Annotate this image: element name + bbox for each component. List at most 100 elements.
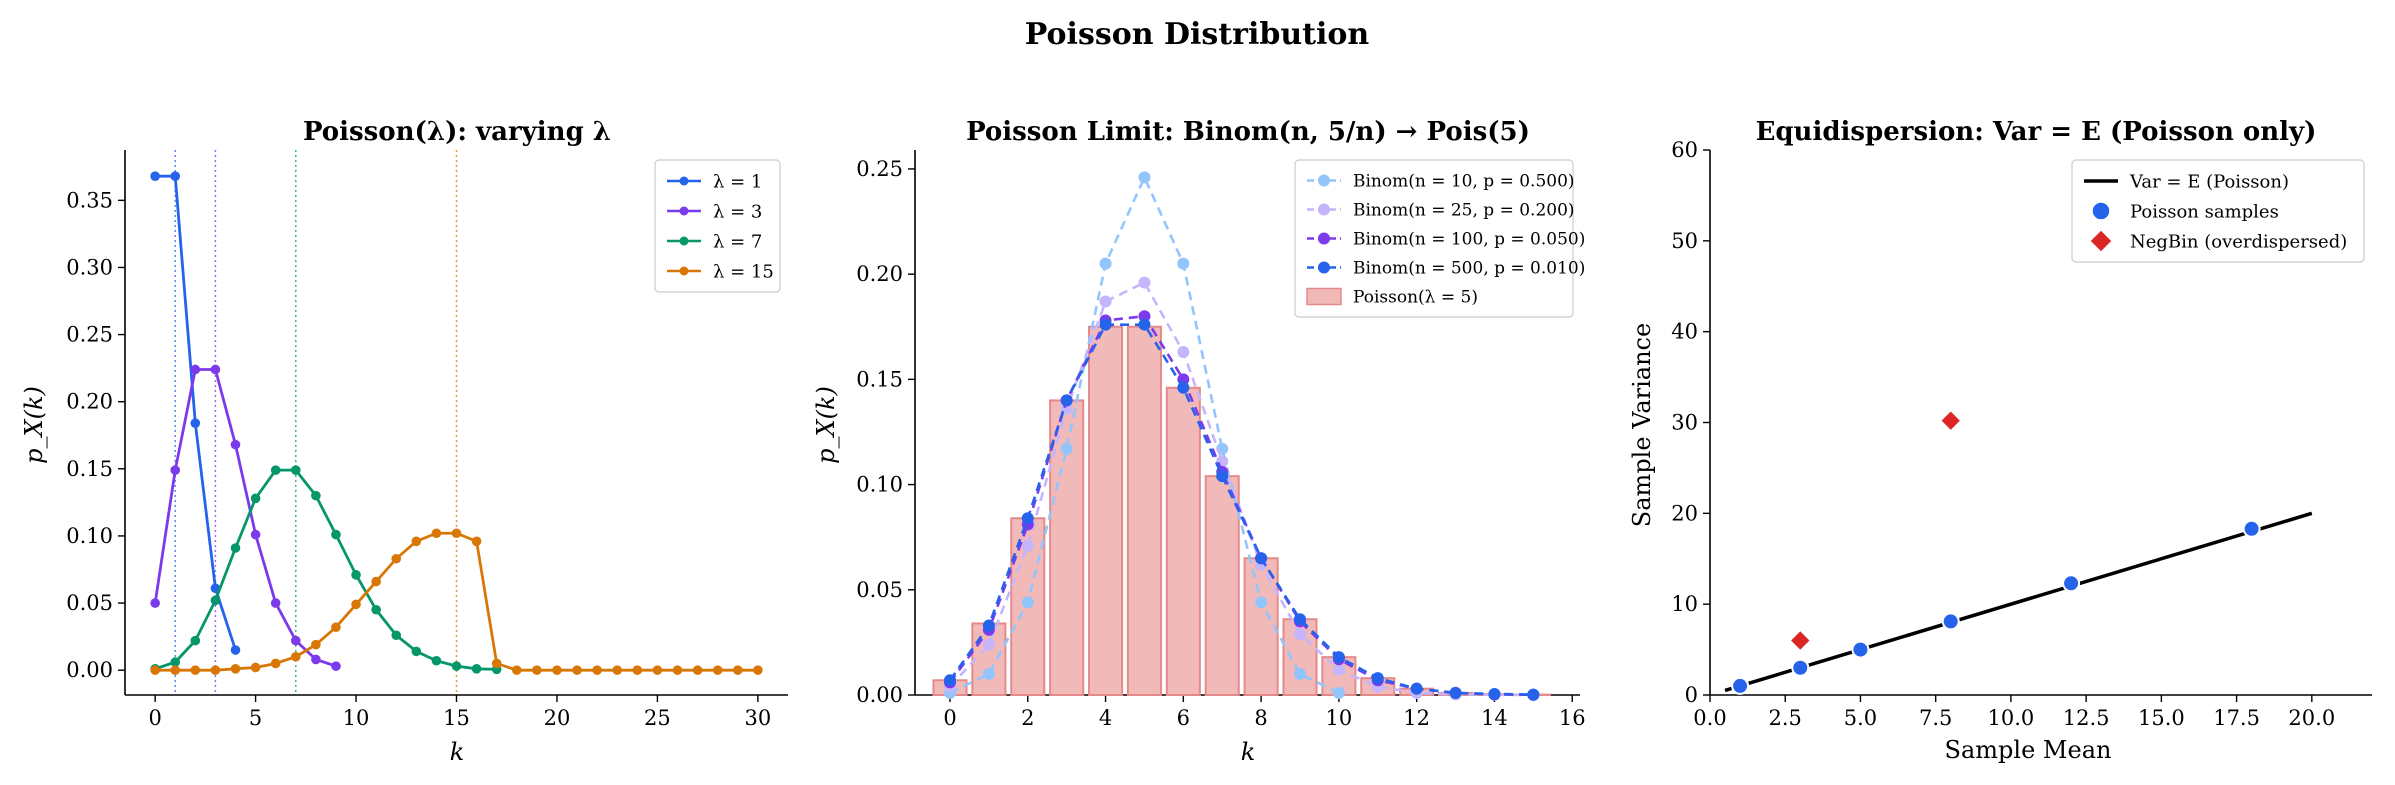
panel1-y-tick-label: 0.00 <box>66 658 113 682</box>
panel1-series-0-point <box>230 645 241 655</box>
panel2-binom-series-0-point <box>1021 596 1034 609</box>
panel1-series-1-point <box>270 598 281 608</box>
panel2-legend-marker-handle <box>1318 261 1330 274</box>
panel1-series-2-point <box>170 657 181 667</box>
panel1-y-tick-label: 0.10 <box>66 524 113 548</box>
panel2-binom-series-0-point <box>1255 596 1268 609</box>
panel1-series-2-point <box>351 570 361 580</box>
panel1-y-tick-label: 0.35 <box>66 188 113 212</box>
panel2-legend-label: Binom(n = 10, p = 0.500) <box>1353 172 1575 192</box>
panel1-series-3-point <box>612 665 623 675</box>
panel2-binom-series-0-point <box>982 667 995 680</box>
panel1-series-1-point <box>190 364 201 375</box>
panel1-series-2-point <box>431 655 442 666</box>
panel1-legend-marker-handle <box>679 266 689 276</box>
panel-equidispersion: Equidispersion: Var = E (Poisson only) 0… <box>1628 117 2372 764</box>
panel3-poisson-sample-point <box>2242 519 2261 538</box>
panel2-binom-series-0-point <box>1177 257 1190 270</box>
panel1-series-1-point <box>290 635 301 646</box>
panel1-series-3-point <box>331 622 341 633</box>
panel1-legend-label: λ = 7 <box>713 231 762 252</box>
panel1-series-2-point <box>190 635 201 646</box>
panel1-series-3-point <box>351 599 361 610</box>
panel1-series-3-point <box>672 665 683 675</box>
panel3-y-tick-label: 60 <box>1671 138 1698 162</box>
panel1-series-1-line <box>153 368 337 668</box>
panel3-poisson-sample-point <box>2062 574 2081 593</box>
panel1-series-3-point <box>290 651 301 662</box>
panel2-binom-series-1-point <box>1099 295 1112 308</box>
panel1-y-tick-label: 0.15 <box>66 457 113 481</box>
panel2-binom-series-0-line <box>949 176 1340 695</box>
panel2-binom-series-3-point <box>944 674 956 687</box>
panel2-legend-frame <box>1294 159 1574 318</box>
panel1-series-3-point <box>532 665 542 675</box>
panel2-binom-series-2-point <box>1138 310 1151 323</box>
panel1-legend-marker-handle <box>679 236 689 246</box>
panel1-legend-label: λ = 1 <box>713 171 762 192</box>
panel2-binom-series-1-line <box>949 281 1534 697</box>
panel1-series-2-point <box>250 493 261 504</box>
panel1-x-tick-label: 20 <box>544 706 571 730</box>
panel2-poisson-bar <box>1088 325 1124 696</box>
panel3-xlabel: Sample Mean <box>1945 736 2112 764</box>
panel2-binom-series-0-point <box>1099 257 1112 270</box>
panel2-legend-label: Binom(n = 500, p = 0.010) <box>1353 259 1585 279</box>
panel3-x-tick-label: 5.0 <box>1844 706 1877 730</box>
panel1-xlabel: k <box>450 738 465 766</box>
panel3-negbin-point <box>1939 409 1962 432</box>
panel-poisson-varying-lambda: Poisson(λ): varying λ 0 5 10 15 20 25 30 0.00 0.… <box>20 117 788 766</box>
panel1-legend-label: λ = 15 <box>713 261 774 282</box>
panel1-y-tick-label: 0.25 <box>66 323 113 347</box>
panel3-legend-circle-handle <box>2091 201 2111 221</box>
panel1-legend-marker-handle <box>679 176 689 186</box>
panel1-series-1-point <box>210 364 221 375</box>
panel1-series-2-point <box>371 604 381 615</box>
panel1-series-3-point <box>391 553 402 564</box>
panel3-negbin-point <box>1789 629 1812 652</box>
panel2-legend: Binom(n = 10, p = 0.500) Binom(n = 25, p … <box>1294 159 1585 318</box>
panel1-series-0-point <box>190 418 201 428</box>
panel3-x-tick-label: 20.0 <box>2288 706 2335 730</box>
panel1-series-2-point <box>451 661 462 671</box>
panel2-poisson-bar <box>1165 386 1201 696</box>
panel2-legend-marker-handle <box>1318 232 1330 245</box>
panel1-series-3-point <box>491 658 502 669</box>
panel3-legend-label: Var = E (Poisson) <box>2129 171 2289 192</box>
panel3-x-tick-label: 10.0 <box>1988 706 2035 730</box>
panel1-y-tick-label: 0.05 <box>66 591 113 615</box>
panel2-legend-patch-handle <box>1306 287 1342 306</box>
panel2-x-tick-label: 6 <box>1177 706 1190 730</box>
panel2-binom-series-1-point <box>1294 627 1306 640</box>
panel2-binom-series-3-point <box>1060 394 1073 407</box>
panel2-x-tick-label: 4 <box>1099 706 1112 730</box>
panel1-series-2-point <box>331 529 341 540</box>
panel1-series-3-point <box>311 639 321 650</box>
panel1-series-1-point <box>150 598 160 608</box>
panel3-x-tick-label: 17.5 <box>2213 706 2260 730</box>
panel2-binom-series-1-point <box>1332 663 1345 676</box>
panel2-plot-area: 0 2 4 6 8 10 12 14 16 0.00 0.05 0.10 0.15 0.20 0.25 <box>856 150 1586 730</box>
panel2-poisson-bar <box>1126 325 1162 696</box>
panel2-x-tick-label: 10 <box>1326 706 1353 730</box>
panel1-plot-area: 0 5 10 15 20 25 30 0.00 0.05 0.10 0.15 0.20 0.25 0.30… <box>66 150 788 730</box>
panel2-binom-series-1-point <box>982 638 995 651</box>
figure-suptitle: Poisson Distribution <box>1025 17 1370 52</box>
panel2-binom-series-3-line <box>948 323 1534 696</box>
panel1-series-2-point <box>210 595 221 606</box>
panel1-series-3-point <box>411 536 422 547</box>
panel1-series-3-point <box>471 536 482 547</box>
panel2-binom-series-1-point <box>1177 346 1190 359</box>
panel2-binom-series-3-point <box>1294 613 1306 626</box>
panel1-series-3-point <box>652 665 663 675</box>
panel3-legend: Var = E (Poisson) Poisson samples NegBin (… <box>2071 159 2365 263</box>
panel1-y-tick-label: 0.30 <box>66 255 113 279</box>
panel2-legend-label: Poisson(λ = 5) <box>1353 288 1478 308</box>
panel1-x-tick-label: 10 <box>343 706 370 730</box>
panel3-poisson-sample-point <box>1731 676 1750 695</box>
panel2-legend-label: Binom(n = 25, p = 0.200) <box>1353 201 1575 221</box>
panel2-title: Poisson Limit: Binom(n, 5/n) → Pois(5) <box>966 117 1530 147</box>
panel3-x-tick-label: 12.5 <box>2063 706 2110 730</box>
panel1-series-3-point <box>732 665 743 675</box>
panel1-series-2-point <box>391 630 402 641</box>
